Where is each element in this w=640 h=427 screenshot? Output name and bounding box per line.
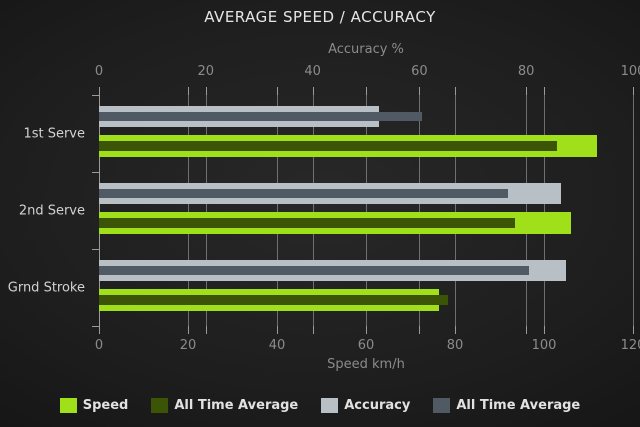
chart-title: AVERAGE SPEED / ACCURACY <box>204 8 436 26</box>
bottom-axis-tick <box>544 326 545 334</box>
bottom-axis-tick-label: 100 <box>531 338 557 353</box>
category-boundary-tick <box>92 326 99 327</box>
top-axis-tick <box>526 87 527 95</box>
plot-gridline <box>313 95 314 326</box>
top-axis-tick-label: 0 <box>94 64 104 79</box>
plot-gridline <box>188 95 189 326</box>
bottom-axis-tick <box>419 326 420 334</box>
top-axis-tick <box>544 87 545 95</box>
plot-gridline <box>455 95 456 326</box>
bottom-axis-title: Speed km/h <box>327 357 405 372</box>
category-label: 1st Serve <box>23 126 85 141</box>
top-axis-tick-label: 100 <box>620 64 640 79</box>
category-boundary-tick <box>92 249 99 250</box>
top-axis-tick <box>366 87 367 95</box>
bottom-axis-tick <box>277 326 278 334</box>
speed-alltime-bar <box>99 218 516 228</box>
legend-swatch-icon <box>151 398 169 413</box>
bottom-axis-tick <box>206 326 207 334</box>
bottom-axis-tick-label: 0 <box>94 338 104 353</box>
bottom-axis-tick-label: 60 <box>357 338 375 353</box>
top-axis-tick-label: 80 <box>517 64 535 79</box>
bottom-axis-tick-label: 40 <box>268 338 286 353</box>
top-axis-tick <box>277 87 278 95</box>
legend-item-speed[interactable]: Speed <box>59 398 129 413</box>
plot-gridline <box>206 95 207 326</box>
legend-swatch-icon <box>433 398 451 413</box>
accuracy-alltime-bar <box>99 112 423 121</box>
legend-label: Accuracy <box>344 398 411 413</box>
bottom-axis-tick-label: 20 <box>179 338 197 353</box>
legend-swatch-icon <box>59 398 77 413</box>
top-axis-tick-label: 40 <box>304 64 321 79</box>
bottom-axis-tick <box>188 326 189 334</box>
accuracy-alltime-bar <box>99 189 508 198</box>
accuracy-alltime-bar <box>99 266 529 275</box>
plot-gridline <box>419 95 420 326</box>
chart-legend: Speed All Time Average Accuracy All Time Av… <box>0 398 640 413</box>
bottom-axis-tick <box>633 326 634 334</box>
bottom-axis-tick <box>455 326 456 334</box>
top-axis-tick-label: 60 <box>411 64 428 79</box>
plot-gridline <box>277 95 278 326</box>
category-label: Grnd Stroke <box>7 280 85 295</box>
bottom-axis-tick-label: 80 <box>446 338 464 353</box>
top-axis-tick <box>188 87 189 95</box>
top-axis-tick <box>206 87 207 95</box>
y-axis-line <box>99 87 100 334</box>
top-axis-tick <box>419 87 420 95</box>
plot-gridline <box>526 95 527 326</box>
plot-gridline <box>366 95 367 326</box>
bottom-axis-tick <box>526 326 527 334</box>
legend-item-all-time-average[interactable]: All Time Average <box>433 398 580 413</box>
category-label: 2nd Serve <box>18 203 85 218</box>
legend-label: All Time Average <box>456 398 581 413</box>
bottom-axis-tick <box>366 326 367 334</box>
speed-alltime-bar <box>99 141 558 151</box>
bottom-axis-tick <box>313 326 314 334</box>
legend-label: All Time Average <box>174 398 299 413</box>
top-axis-tick <box>455 87 456 95</box>
top-axis-tick <box>633 87 634 95</box>
legend-label: Speed <box>82 398 129 413</box>
top-axis-title: Accuracy % <box>328 42 404 57</box>
speed-alltime-bar <box>99 295 449 305</box>
top-axis-tick-label: 20 <box>197 64 215 79</box>
plot-gridline <box>544 95 545 326</box>
legend-item-accuracy[interactable]: Accuracy <box>321 398 410 413</box>
top-axis-tick <box>313 87 314 95</box>
category-boundary-tick <box>92 95 99 96</box>
legend-item-all-time-average[interactable]: All Time Average <box>151 398 298 413</box>
plot-gridline <box>633 95 634 326</box>
bottom-axis-tick-label: 120 <box>620 338 640 353</box>
category-boundary-tick <box>92 172 99 173</box>
legend-swatch-icon <box>321 398 339 413</box>
